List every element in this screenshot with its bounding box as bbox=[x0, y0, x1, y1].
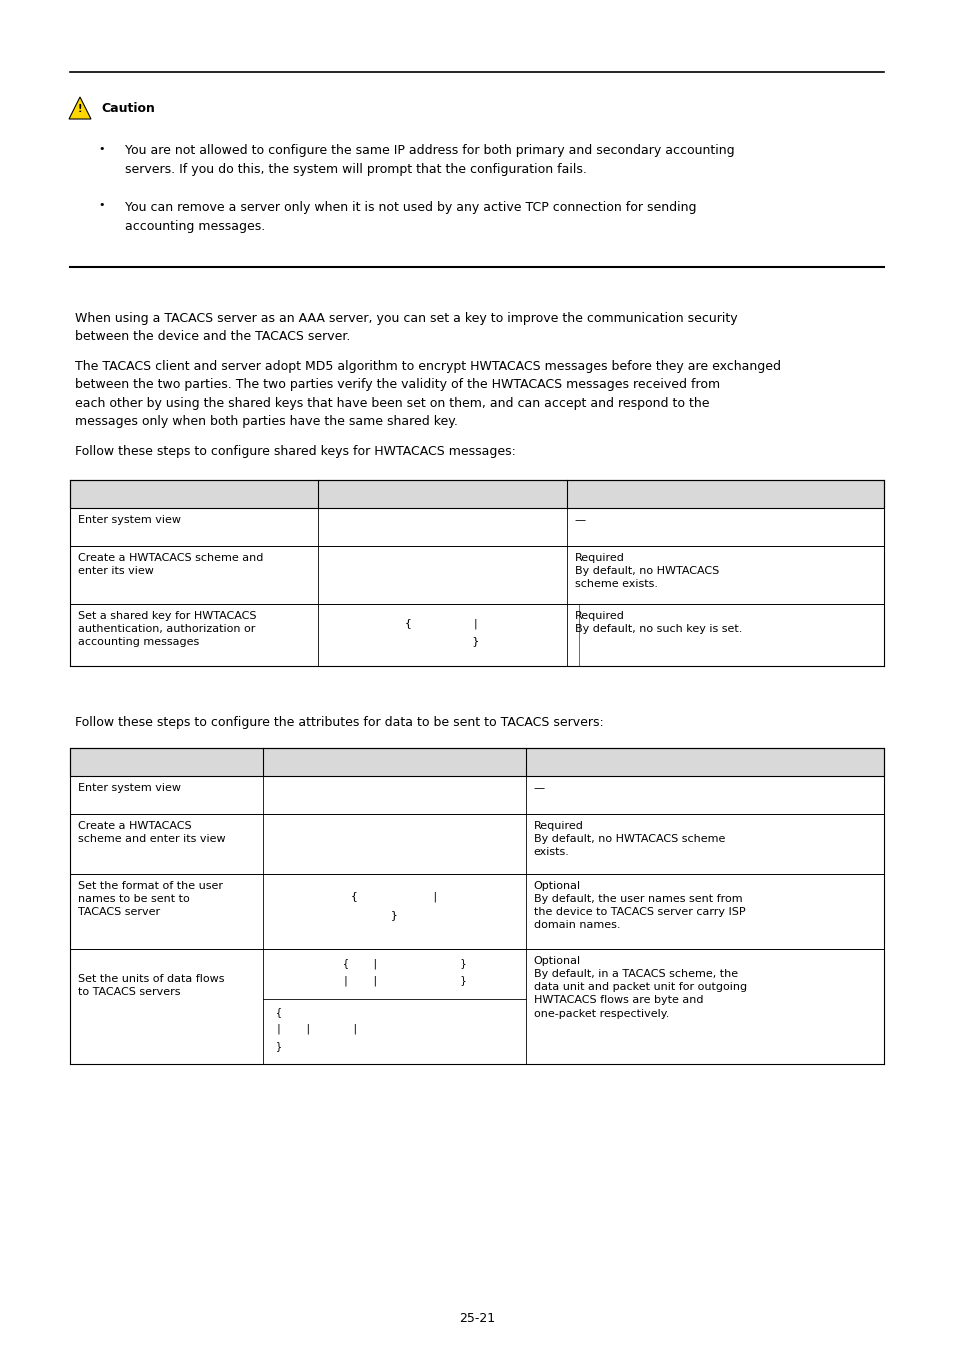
Text: •: • bbox=[98, 201, 105, 211]
Text: accounting messages.: accounting messages. bbox=[125, 220, 265, 232]
Text: Caution: Caution bbox=[101, 101, 154, 115]
Text: Create a HWTACACS
scheme and enter its view: Create a HWTACACS scheme and enter its v… bbox=[78, 821, 226, 844]
Text: 25-21: 25-21 bbox=[458, 1312, 495, 1324]
Text: Set a shared key for HWTACACS
authentication, authorization or
accounting messag: Set a shared key for HWTACACS authentica… bbox=[78, 610, 256, 647]
Text: Optional
By default, in a TACACS scheme, the
data unit and packet unit for outgo: Optional By default, in a TACACS scheme,… bbox=[534, 956, 746, 1019]
Text: You can remove a server only when it is not used by any active TCP connection fo: You can remove a server only when it is … bbox=[125, 201, 696, 213]
Text: Set the format of the user
names to be sent to
TACACS server: Set the format of the user names to be s… bbox=[78, 882, 223, 917]
Polygon shape bbox=[69, 97, 91, 119]
Text: Required
By default, no HWTACACS scheme
exists.: Required By default, no HWTACACS scheme … bbox=[534, 821, 724, 857]
Text: —: — bbox=[534, 783, 544, 792]
Text: You are not allowed to configure the same IP address for both primary and second: You are not allowed to configure the sam… bbox=[125, 144, 734, 157]
Text: •: • bbox=[98, 144, 105, 154]
Text: Follow these steps to configure the attributes for data to be sent to TACACS ser: Follow these steps to configure the attr… bbox=[75, 716, 603, 729]
Text: Required
By default, no HWTACACS
scheme exists.: Required By default, no HWTACACS scheme … bbox=[574, 554, 718, 589]
Text: Follow these steps to configure shared keys for HWTACACS messages:: Follow these steps to configure shared k… bbox=[75, 444, 516, 458]
Text: When using a TACACS server as an AAA server, you can set a key to improve the co: When using a TACACS server as an AAA ser… bbox=[75, 312, 737, 325]
Text: {
|    |       |
}: { | | | } bbox=[275, 1007, 357, 1050]
Text: messages only when both parties have the same shared key.: messages only when both parties have the… bbox=[75, 414, 457, 428]
Text: servers. If you do this, the system will prompt that the configuration fails.: servers. If you do this, the system will… bbox=[125, 163, 586, 177]
Text: {         |
          }: { | } bbox=[405, 618, 479, 645]
Text: Enter system view: Enter system view bbox=[78, 514, 181, 525]
Bar bbox=[70, 748, 883, 776]
Text: {           |
}: { | } bbox=[350, 892, 437, 921]
Text: !: ! bbox=[77, 104, 82, 115]
Text: The TACACS client and server adopt MD5 algorithm to encrypt HWTACACS messages be: The TACACS client and server adopt MD5 a… bbox=[75, 360, 781, 373]
Text: between the device and the TACACS server.: between the device and the TACACS server… bbox=[75, 331, 350, 343]
Text: Create a HWTACACS scheme and
enter its view: Create a HWTACACS scheme and enter its v… bbox=[78, 554, 263, 576]
Text: Enter system view: Enter system view bbox=[78, 783, 181, 792]
Text: —: — bbox=[574, 514, 585, 525]
Text: Set the units of data flows
to TACACS servers: Set the units of data flows to TACACS se… bbox=[78, 973, 224, 998]
Text: each other by using the shared keys that have been set on them, and can accept a: each other by using the shared keys that… bbox=[75, 397, 709, 409]
Bar bbox=[70, 479, 883, 508]
Text: {    |              }
|    |              }: { | } | | } bbox=[342, 958, 466, 987]
Text: Optional
By default, the user names sent from
the device to TACACS server carry : Optional By default, the user names sent… bbox=[534, 882, 744, 930]
Text: between the two parties. The two parties verify the validity of the HWTACACS mes: between the two parties. The two parties… bbox=[75, 378, 720, 392]
Text: Required
By default, no such key is set.: Required By default, no such key is set. bbox=[574, 610, 741, 634]
